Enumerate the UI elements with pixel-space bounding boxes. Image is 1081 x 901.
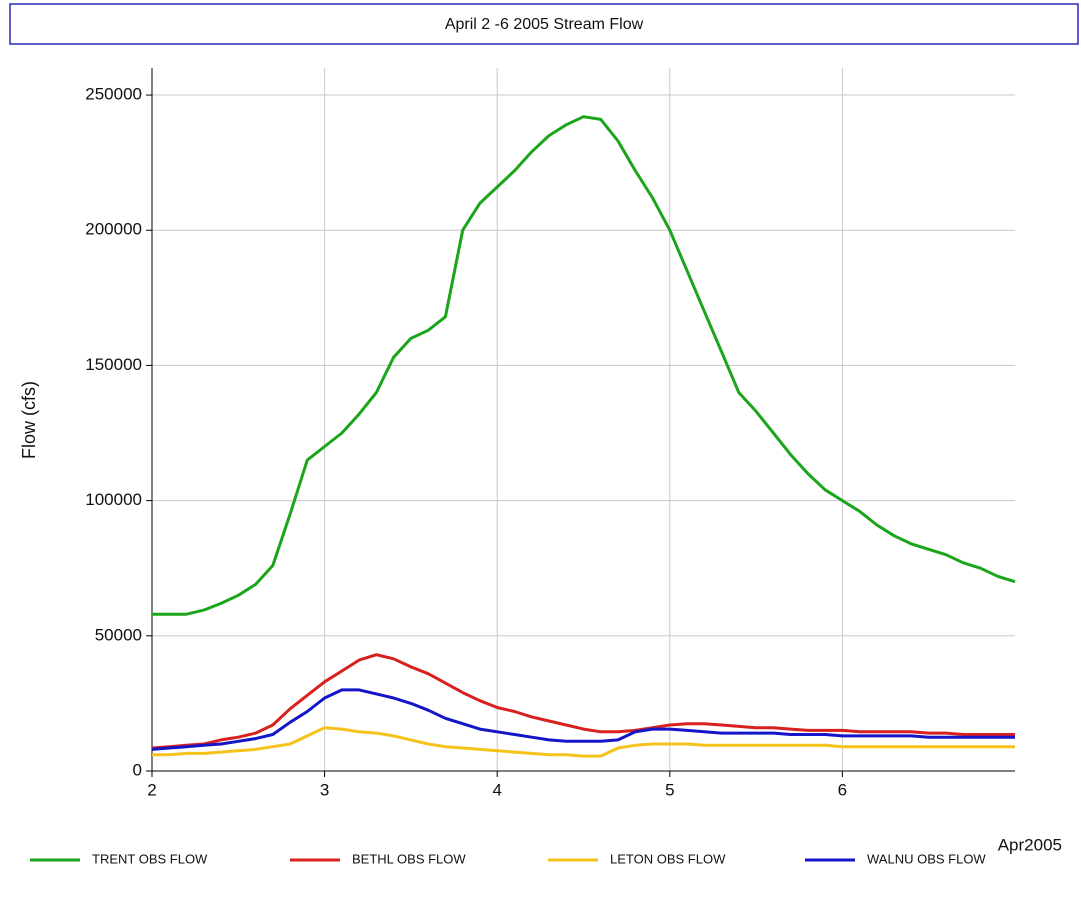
legend-label: TRENT OBS FLOW: [92, 851, 208, 866]
line-series: [152, 726, 1015, 758]
legend-label: BETHL OBS FLOW: [352, 851, 466, 866]
x-tick-label: 6: [838, 780, 847, 799]
title-box: [9, 3, 1079, 45]
line-series: [151, 653, 1015, 750]
y-tick-label: 250000: [85, 85, 142, 104]
y-axis-label: Flow (cfs): [19, 381, 39, 459]
legend-label: LETON OBS FLOW: [610, 851, 726, 866]
y-tick-label: 0: [133, 760, 142, 779]
x-tick-label: 4: [492, 780, 501, 799]
y-tick-label: 50000: [95, 625, 142, 644]
line-series: [151, 688, 1015, 751]
line-series: [152, 115, 1016, 616]
x-tick-label: 2: [147, 780, 156, 799]
y-tick-label: 100000: [85, 490, 142, 509]
legend-label: WALNU OBS FLOW: [867, 851, 986, 866]
y-tick-label: 200000: [85, 220, 142, 239]
x-axis-label: Apr2005: [998, 835, 1062, 854]
x-tick-label: 5: [665, 780, 674, 799]
x-tick-label: 3: [320, 780, 329, 799]
y-tick-label: 150000: [85, 355, 142, 374]
chart-title: April 2 -6 2005 Stream Flow: [445, 16, 644, 33]
